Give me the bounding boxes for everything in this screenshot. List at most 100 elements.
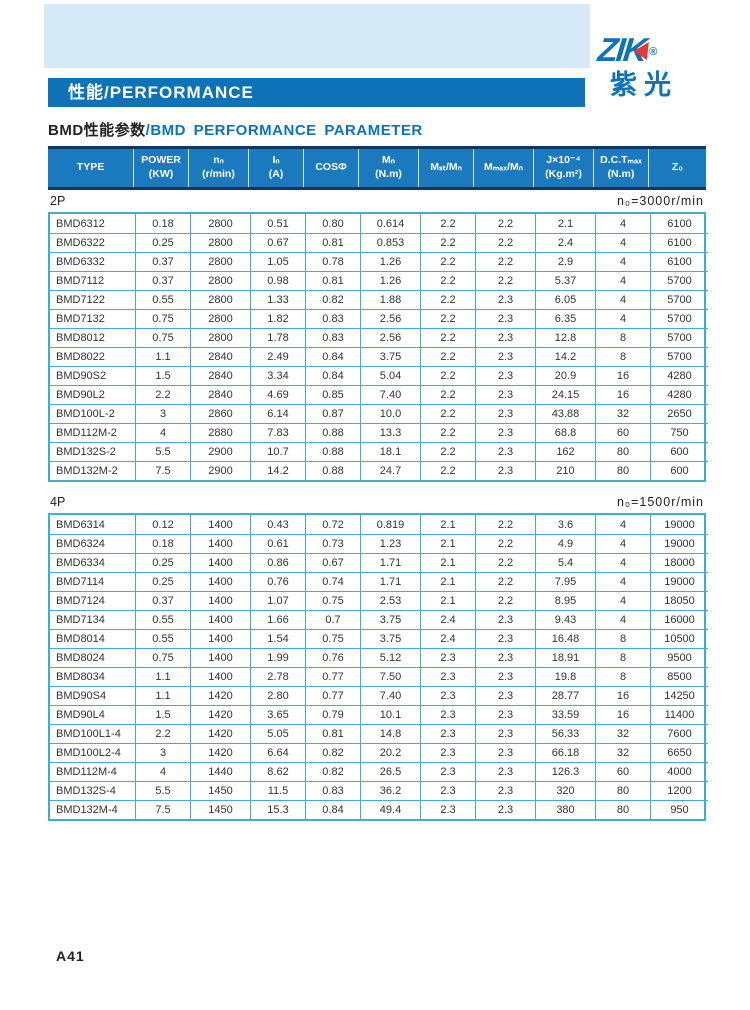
value-cell: 2.56 [360,328,420,347]
value-cell: 750 [650,423,708,442]
value-cell: 1200 [650,781,708,800]
value-cell: 1.5 [135,705,190,724]
value-cell: 2.56 [360,309,420,328]
value-cell: 4 [595,233,650,252]
value-cell: 1400 [190,667,250,686]
value-cell: 2.3 [475,404,535,423]
value-cell: 0.86 [250,553,305,572]
value-cell: 5.5 [135,442,190,461]
value-cell: 2.2 [420,328,475,347]
value-cell: 2.3 [475,648,535,667]
value-cell: 0.25 [135,233,190,252]
column-header: Mₙ (N.m) [358,149,418,187]
value-cell: 126.3 [535,762,595,781]
value-cell: 4 [595,553,650,572]
value-cell: 1.07 [250,591,305,610]
value-cell: 1400 [190,610,250,629]
table-row: BMD90S4 1.1 1420 2.80 0.77 7.40 2.3 2.3 28.77 16 1… [50,686,708,705]
value-cell: 0.88 [305,461,360,480]
value-cell: 24.15 [535,385,595,404]
value-cell: 0.82 [305,762,360,781]
value-cell: 68.8 [535,423,595,442]
value-cell: 0.83 [305,328,360,347]
type-cell: BMD132S-4 [50,781,135,800]
value-cell: 5.37 [535,271,595,290]
value-cell: 0.83 [305,781,360,800]
type-cell: BMD6334 [50,553,135,572]
value-cell: 11400 [650,705,708,724]
value-cell: 2.3 [420,686,475,705]
section-label: 4P [50,495,66,509]
table-row: BMD100L1-4 2.2 1420 5.05 0.81 14.8 2.3 2.3 56.33… [50,724,708,743]
value-cell: 15.3 [250,800,305,819]
brand-logo-mark: ZIK [596,31,650,68]
value-cell: 2.1 [420,572,475,591]
table-row: BMD6322 0.25 2800 0.67 0.81 0.853 2.2 2.2 2.4 4 61… [50,233,708,252]
value-cell: 0.75 [135,328,190,347]
value-cell: 2.3 [475,724,535,743]
value-cell: 0.76 [250,572,305,591]
value-cell: 66.18 [535,743,595,762]
value-cell: 2.3 [475,762,535,781]
value-cell: 16 [595,705,650,724]
value-cell: 5.04 [360,366,420,385]
value-cell: 32 [595,724,650,743]
value-cell: 10.1 [360,705,420,724]
value-cell: 0.7 [305,610,360,629]
value-cell: 2.3 [475,442,535,461]
value-cell: 10.0 [360,404,420,423]
column-header: nₙ (r/min) [188,149,248,187]
type-cell: BMD8012 [50,328,135,347]
section-header: 2P n₀=3000r/min [48,190,706,212]
value-cell: 2.4 [420,629,475,648]
value-cell: 2900 [190,461,250,480]
value-cell: 0.55 [135,610,190,629]
value-cell: 600 [650,461,708,480]
value-cell: 5700 [650,328,708,347]
value-cell: 2.1 [420,553,475,572]
value-cell: 0.72 [305,515,360,534]
value-cell: 14.8 [360,724,420,743]
value-cell: 4 [135,762,190,781]
value-cell: 19000 [650,534,708,553]
type-cell: BMD8034 [50,667,135,686]
type-cell: BMD90L4 [50,705,135,724]
value-cell: 24.7 [360,461,420,480]
value-cell: 11.5 [250,781,305,800]
value-cell: 0.73 [305,534,360,553]
value-cell: 4 [595,591,650,610]
value-cell: 1.78 [250,328,305,347]
value-cell: 0.853 [360,233,420,252]
type-cell: BMD100L1-4 [50,724,135,743]
value-cell: 2.2 [475,271,535,290]
value-cell: 2.3 [420,705,475,724]
value-cell: 2.3 [475,800,535,819]
table-row: BMD6332 0.37 2800 1.05 0.78 1.26 2.2 2.2 2.9 4 610… [50,252,708,271]
value-cell: 28.77 [535,686,595,705]
value-cell: 2800 [190,214,250,233]
value-cell: 16 [595,385,650,404]
value-cell: 0.25 [135,572,190,591]
value-cell: 2.2 [420,252,475,271]
value-cell: 49.4 [360,800,420,819]
value-cell: 4 [595,290,650,309]
value-cell: 162 [535,442,595,461]
column-header: POWER (KW) [133,149,188,187]
value-cell: 0.819 [360,515,420,534]
type-cell: BMD100L2-4 [50,743,135,762]
value-cell: 9.43 [535,610,595,629]
value-cell: 7.83 [250,423,305,442]
type-cell: BMD7122 [50,290,135,309]
value-cell: 5700 [650,271,708,290]
value-cell: 0.88 [305,442,360,461]
value-cell: 1.71 [360,572,420,591]
value-cell: 2.2 [475,233,535,252]
value-cell: 0.25 [135,553,190,572]
value-cell: 19000 [650,515,708,534]
value-cell: 4.69 [250,385,305,404]
value-cell: 0.81 [305,233,360,252]
table-section: 4P n₀=1500r/min BMD6314 0.12 1400 0.43 0.72 0.8… [48,491,708,821]
brand-logo: ZIK ® 紫光 [596,31,718,102]
value-cell: 0.12 [135,515,190,534]
value-cell: 4000 [650,762,708,781]
